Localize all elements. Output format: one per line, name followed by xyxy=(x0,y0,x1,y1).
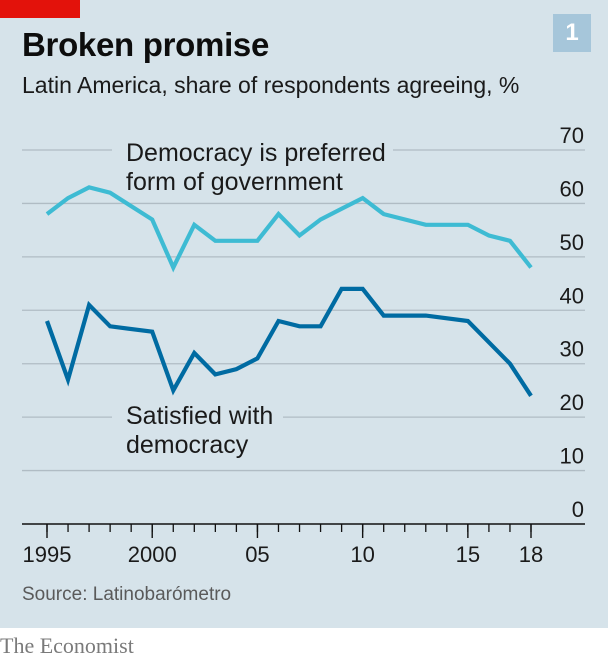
preferred-government-label: Democracy is preferred xyxy=(126,139,386,167)
y-tick-label: 30 xyxy=(560,337,584,362)
y-tick-label: 0 xyxy=(572,497,584,522)
satisfied-democracy-label: Satisfied with xyxy=(126,402,273,430)
preferred-government-line xyxy=(45,185,533,273)
x-axis: 1995 2000 05 10 15 18 xyxy=(22,523,585,567)
x-tick-label: 10 xyxy=(350,542,374,567)
publisher-wordmark: The Economist xyxy=(0,633,134,658)
preferred-government-label: form of government xyxy=(126,168,343,196)
y-tick-label: 50 xyxy=(560,230,584,255)
y-tick-label: 60 xyxy=(560,176,584,201)
y-tick-label: 40 xyxy=(560,283,584,308)
gridlines xyxy=(22,149,585,472)
x-tick-label: 2000 xyxy=(128,542,177,567)
y-tick-label: 20 xyxy=(560,390,584,415)
y-axis-ticks: 10 20 30 40 50 60 70 0 xyxy=(560,123,584,522)
satisfied-democracy-label: democracy xyxy=(126,431,249,459)
x-tick-label: 1995 xyxy=(23,542,72,567)
satisfied-democracy-line xyxy=(45,286,533,397)
line-chart: 10 20 30 40 50 60 70 0 1995 2000 05 10 15 18 Democra… xyxy=(22,123,585,567)
series-lines xyxy=(45,185,533,397)
x-tick-label: 15 xyxy=(456,542,480,567)
y-tick-label: 70 xyxy=(560,123,584,148)
chart-number-badge: 1 xyxy=(553,14,591,52)
brand-red-tag xyxy=(0,0,80,18)
source-note: Source: Latinobarómetro xyxy=(22,584,232,605)
chart-subtitle: Latin America, share of respondents agre… xyxy=(22,72,520,98)
x-tick-label: 18 xyxy=(519,542,543,567)
chart-title: Broken promise xyxy=(22,26,270,63)
y-tick-label: 10 xyxy=(560,444,584,469)
x-tick-label: 05 xyxy=(245,542,269,567)
